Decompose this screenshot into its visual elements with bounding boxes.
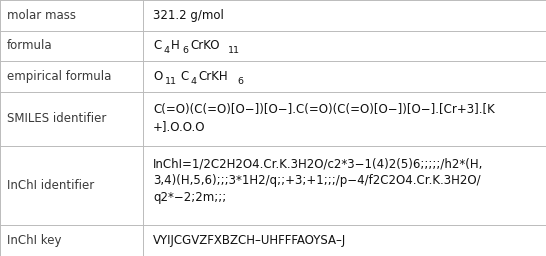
Text: CrKH: CrKH (199, 70, 228, 83)
Text: InChI identifier: InChI identifier (7, 179, 94, 192)
Text: O: O (153, 70, 162, 83)
Text: SMILES identifier: SMILES identifier (7, 112, 106, 125)
Text: CrKO: CrKO (191, 39, 220, 52)
Text: molar mass: molar mass (7, 9, 75, 22)
Text: 4: 4 (163, 46, 169, 55)
Text: VYIJCGVZFXBZCH–UHFFFAOYSA–J: VYIJCGVZFXBZCH–UHFFFAOYSA–J (153, 234, 346, 247)
Text: empirical formula: empirical formula (7, 70, 111, 83)
Text: 321.2 g/mol: 321.2 g/mol (153, 9, 224, 22)
Text: formula: formula (7, 39, 52, 52)
Text: 11: 11 (228, 46, 240, 55)
Text: 4: 4 (191, 77, 197, 86)
Text: 6: 6 (237, 77, 243, 86)
Text: C: C (153, 39, 161, 52)
Text: 11: 11 (165, 77, 177, 86)
Text: 6: 6 (182, 46, 188, 55)
Text: InChI key: InChI key (7, 234, 61, 247)
Text: C: C (180, 70, 188, 83)
Text: InChI=1/2C2H2O4.Cr.K.3H2O/c2*3−1(4)2(5)6;;;;;/h2*(H,
3,4)(H,5,6);;;3*1H2/q;;+3;+: InChI=1/2C2H2O4.Cr.K.3H2O/c2*3−1(4)2(5)6… (153, 157, 483, 204)
Text: C(=O)(C(=O)[O−])[O−].C(=O)(C(=O)[O−])[O−].[Cr+3].[K
+].O.O.O: C(=O)(C(=O)[O−])[O−].C(=O)(C(=O)[O−])[O−… (153, 103, 495, 133)
Text: H: H (171, 39, 180, 52)
